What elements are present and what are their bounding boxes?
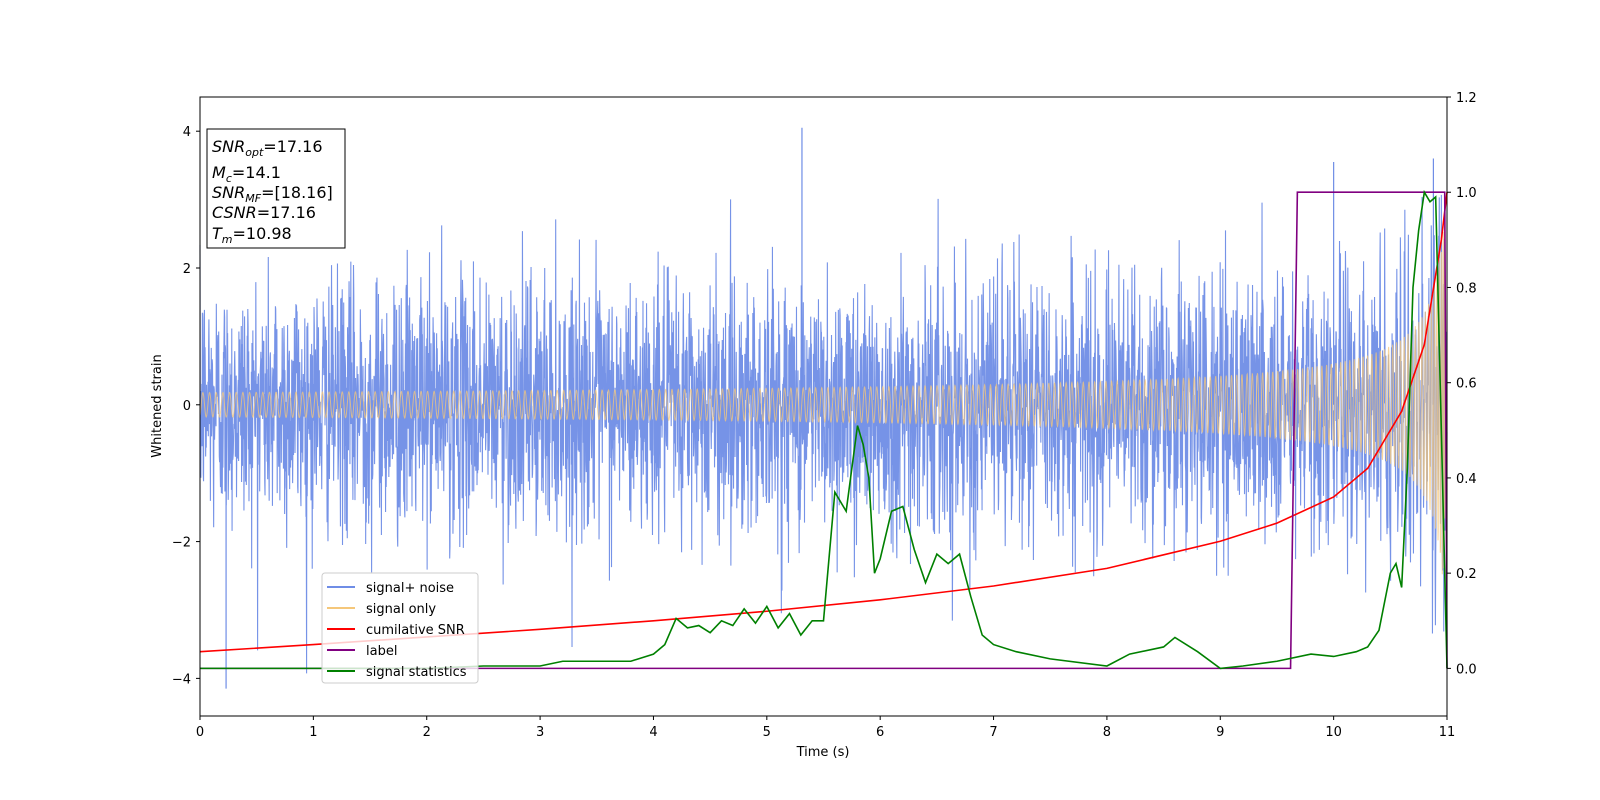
y-tick-label: −2	[172, 536, 191, 551]
annotation-line: SNRopt=17.16	[212, 137, 323, 159]
y-right-tick-label: 1.2	[1456, 91, 1477, 106]
x-axis: 0 1 2 3 4 5 6 7 8 9 10 11	[196, 716, 1455, 740]
x-tick-label: 7	[989, 725, 997, 740]
x-axis-title: Time (s)	[796, 745, 850, 760]
y-tick-label: −4	[172, 672, 191, 687]
y-right-tick-label: 0.4	[1456, 472, 1477, 487]
x-tick-label: 4	[649, 725, 657, 740]
x-tick-label: 3	[536, 725, 544, 740]
y-tick-label: 0	[183, 399, 191, 414]
signal-statistics-line	[200, 189, 1448, 670]
legend-label: signal statistics	[366, 665, 467, 680]
annotation-line: Mc=14.1	[212, 163, 281, 185]
x-tick-label: 10	[1325, 725, 1342, 740]
annotation-box: SNRopt=17.16 Mc=14.1SNRMF=[18.16]CSNR=17.…	[206, 128, 346, 249]
legend-label: signal+ noise	[366, 581, 454, 596]
x-tick-label: 11	[1439, 725, 1456, 740]
series-label	[200, 191, 1448, 670]
legend-label: signal only	[366, 602, 436, 617]
label-line	[200, 191, 1448, 670]
y-axis-right: 0.0 0.2 0.4 0.6 0.8 1.0 1.2	[1447, 91, 1477, 677]
y-right-tick-label: 0.6	[1456, 377, 1477, 392]
annotation-line: Tm=10.98	[212, 224, 292, 246]
legend-label: cumilative SNR	[366, 623, 465, 638]
y-tick-label: 4	[183, 125, 191, 140]
plot-frame	[199, 96, 1448, 717]
y-right-tick-label: 0.2	[1456, 567, 1477, 582]
legend-frame	[321, 572, 479, 684]
annotation-frame	[206, 128, 346, 249]
y-right-tick-label: 0.8	[1456, 281, 1477, 296]
annotation-line: CSNR=17.16	[212, 203, 316, 222]
x-tick-label: 5	[763, 725, 771, 740]
y-right-tick-label: 0.0	[1456, 662, 1477, 677]
y-tick-label: 2	[183, 262, 191, 277]
series-signal-only	[199, 226, 1448, 575]
y-axis-title: Whitened strain	[150, 354, 165, 457]
x-tick-label: 2	[423, 725, 431, 740]
legend-label: label	[366, 644, 397, 659]
x-tick-label: 6	[876, 725, 884, 740]
x-tick-label: 1	[309, 725, 317, 740]
signal-only-line	[199, 226, 1448, 575]
x-tick-label: 0	[196, 725, 204, 740]
x-tick-label: 9	[1216, 725, 1224, 740]
legend: signal+ noise signal only cumilative SNR la…	[321, 572, 479, 684]
x-tick-label: 8	[1103, 725, 1111, 740]
annotation-line: SNRMF=[18.16]	[212, 183, 333, 205]
y-right-tick-label: 1.0	[1456, 186, 1477, 201]
series-signal-statistics	[200, 189, 1448, 670]
y-axis-left: −4 −2 0 2 4	[172, 125, 200, 687]
